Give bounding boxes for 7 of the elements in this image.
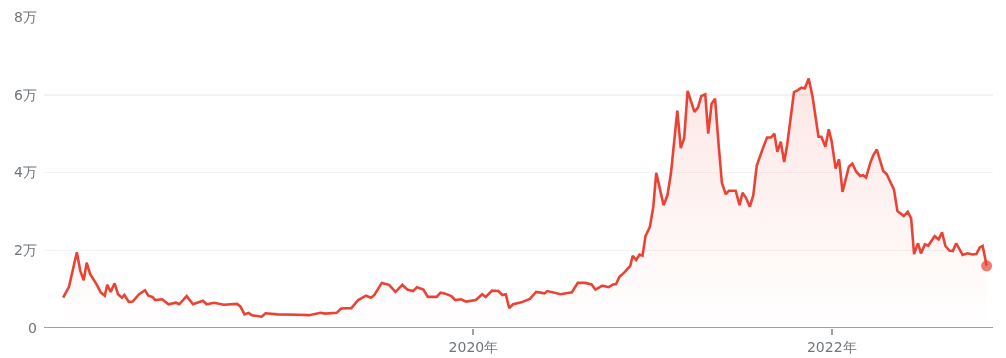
y-tick-label: 2万 [14, 242, 37, 259]
y-tick-label: 8万 [14, 8, 37, 25]
y-tick-label: 6万 [14, 86, 37, 103]
x-tick-label: 2020年 [448, 338, 499, 355]
y-tick-label: 4万 [14, 164, 37, 181]
x-tick-label: 2022年 [806, 338, 857, 355]
y-tick-label: 0 [28, 319, 37, 336]
